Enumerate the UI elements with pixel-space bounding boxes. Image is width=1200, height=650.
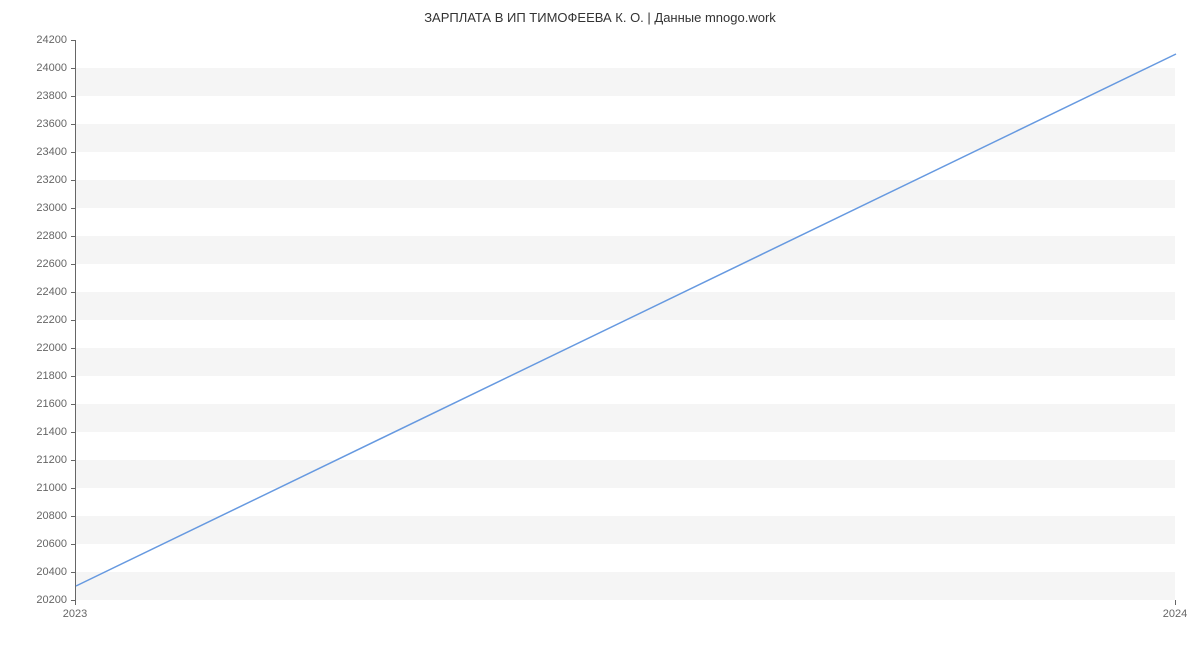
chart-container: 2020020400206002080021000212002140021600… [75, 40, 1175, 600]
y-tick-mark [71, 292, 76, 293]
y-tick-label: 21400 [7, 426, 67, 438]
y-tick-mark [71, 236, 76, 237]
y-tick-mark [71, 68, 76, 69]
y-tick-label: 20800 [7, 510, 67, 522]
y-tick-label: 23200 [7, 174, 67, 186]
y-tick-label: 20400 [7, 566, 67, 578]
y-tick-label: 21200 [7, 454, 67, 466]
y-tick-mark [71, 572, 76, 573]
y-tick-label: 23600 [7, 118, 67, 130]
y-tick-label: 20200 [7, 594, 67, 606]
y-tick-mark [71, 264, 76, 265]
y-tick-label: 24200 [7, 34, 67, 46]
y-tick-label: 22400 [7, 286, 67, 298]
y-tick-mark [71, 404, 76, 405]
y-tick-label: 21000 [7, 482, 67, 494]
y-tick-label: 23000 [7, 202, 67, 214]
y-tick-label: 20600 [7, 538, 67, 550]
y-tick-mark [71, 348, 76, 349]
x-tick-mark [1175, 600, 1176, 605]
y-tick-mark [71, 460, 76, 461]
y-tick-mark [71, 40, 76, 41]
y-tick-label: 23800 [7, 90, 67, 102]
y-tick-label: 23400 [7, 146, 67, 158]
x-tick-label: 2023 [63, 608, 87, 620]
y-tick-label: 21800 [7, 370, 67, 382]
plot-area [75, 40, 1175, 600]
y-tick-mark [71, 320, 76, 321]
y-tick-mark [71, 376, 76, 377]
y-tick-mark [71, 488, 76, 489]
y-tick-label: 22000 [7, 342, 67, 354]
y-tick-label: 24000 [7, 62, 67, 74]
y-tick-mark [71, 432, 76, 433]
chart-title: ЗАРПЛАТА В ИП ТИМОФЕЕВА К. О. | Данные m… [0, 10, 1200, 25]
y-tick-mark [71, 208, 76, 209]
series-line [76, 54, 1176, 586]
y-tick-label: 22200 [7, 314, 67, 326]
x-tick-mark [75, 600, 76, 605]
y-tick-mark [71, 152, 76, 153]
y-tick-mark [71, 516, 76, 517]
y-tick-mark [71, 124, 76, 125]
y-tick-mark [71, 544, 76, 545]
y-tick-label: 22800 [7, 230, 67, 242]
y-tick-label: 22600 [7, 258, 67, 270]
line-layer [76, 40, 1176, 600]
y-tick-label: 21600 [7, 398, 67, 410]
y-tick-mark [71, 96, 76, 97]
x-tick-label: 2024 [1163, 608, 1187, 620]
y-tick-mark [71, 180, 76, 181]
